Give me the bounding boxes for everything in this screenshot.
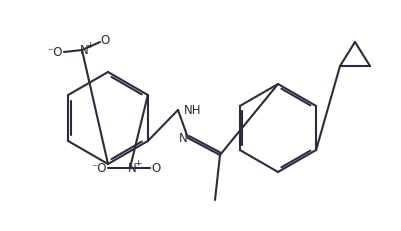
Text: +: + bbox=[86, 40, 94, 49]
Text: O: O bbox=[100, 34, 109, 48]
Text: N: N bbox=[128, 161, 136, 174]
Text: NH: NH bbox=[184, 104, 201, 118]
Text: +: + bbox=[134, 158, 142, 167]
Text: ⁻O: ⁻O bbox=[47, 46, 63, 58]
Text: O: O bbox=[151, 161, 161, 174]
Text: N: N bbox=[80, 43, 88, 57]
Text: ⁻O: ⁻O bbox=[91, 161, 107, 174]
Text: N: N bbox=[178, 133, 187, 146]
